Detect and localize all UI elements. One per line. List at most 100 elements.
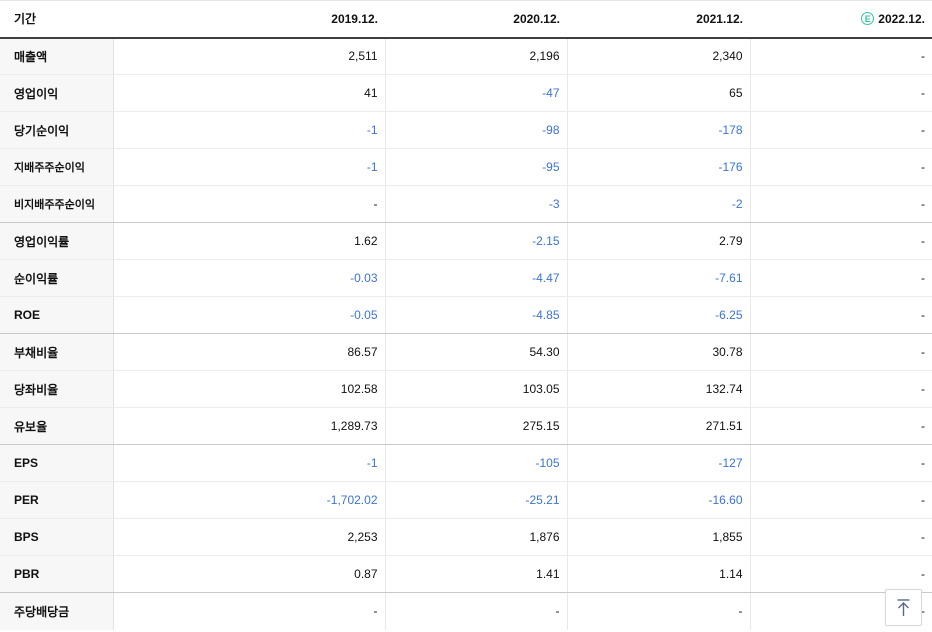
cell-pbr-2019: 0.87: [113, 555, 386, 593]
col-header-2022-label: 2022.12.: [878, 11, 925, 26]
cell-debt-ratio-2021: 30.78: [567, 333, 751, 371]
cell-net-margin-2021: -7.61: [567, 259, 751, 297]
cell-bps-2020: 1,876: [385, 518, 568, 556]
period-header: 기간: [0, 0, 113, 39]
table-row: 당기순이익 -1 -98 -178 -: [0, 111, 932, 149]
cell-net-margin-2020: -4.47: [385, 259, 568, 297]
cell-roe-2019: -0.05: [113, 296, 386, 334]
table-row: 순이익률 -0.03 -4.47 -7.61 -: [0, 259, 932, 297]
cell-operating-margin-2022: -: [750, 222, 932, 260]
row-label-revenue: 매출액: [0, 37, 114, 75]
cell-non-controlling-net-income-2021: -2: [567, 185, 751, 223]
cell-net-margin-2022: -: [750, 259, 932, 297]
cell-revenue-2019: 2,511: [113, 37, 386, 75]
estimate-icon: E: [861, 11, 875, 25]
cell-net-income-2022: -: [750, 111, 932, 149]
col-header-2022-estimate: E 2022.12.: [750, 0, 932, 39]
cell-eps-2021: -127: [567, 444, 751, 482]
cell-debt-ratio-2019: 86.57: [113, 333, 386, 371]
cell-eps-2020: -105: [385, 444, 568, 482]
cell-per-2020: -25.21: [385, 481, 568, 519]
table-row: 비지배주주순이익 - -3 -2 -: [0, 185, 932, 223]
table-row: 부채비율 86.57 54.30 30.78 -: [0, 333, 932, 371]
row-label-net-margin: 순이익률: [0, 259, 114, 297]
cell-pbr-2022: -: [750, 555, 932, 593]
cell-eps-2019: -1: [113, 444, 386, 482]
row-label-net-income: 당기순이익: [0, 111, 114, 149]
table-row: 주당배당금 - - - -: [0, 592, 932, 630]
cell-net-income-2020: -98: [385, 111, 568, 149]
cell-per-2021: -16.60: [567, 481, 751, 519]
cell-quick-ratio-2020: 103.05: [385, 370, 568, 408]
cell-revenue-2021: 2,340: [567, 37, 751, 75]
cell-dividend-per-share-2019: -: [113, 592, 386, 630]
cell-operating-profit-2019: 41: [113, 74, 386, 112]
cell-quick-ratio-2022: -: [750, 370, 932, 408]
row-label-dividend-per-share: 주당배당금: [0, 592, 114, 630]
cell-controlling-net-income-2020: -95: [385, 148, 568, 186]
table-row: 영업이익 41 -47 65 -: [0, 74, 932, 112]
cell-bps-2022: -: [750, 518, 932, 556]
row-label-controlling-net-income: 지배주주순이익: [0, 148, 114, 186]
cell-operating-profit-2022: -: [750, 74, 932, 112]
table-row: PBR 0.87 1.41 1.14 -: [0, 555, 932, 593]
cell-per-2022: -: [750, 481, 932, 519]
cell-controlling-net-income-2019: -1: [113, 148, 386, 186]
cell-net-income-2021: -178: [567, 111, 751, 149]
cell-net-margin-2019: -0.03: [113, 259, 386, 297]
table-row: 당좌비율 102.58 103.05 132.74 -: [0, 370, 932, 408]
cell-controlling-net-income-2021: -176: [567, 148, 751, 186]
table-row: BPS 2,253 1,876 1,855 -: [0, 518, 932, 556]
cell-bps-2019: 2,253: [113, 518, 386, 556]
cell-operating-margin-2019: 1.62: [113, 222, 386, 260]
row-label-per: PER: [0, 481, 114, 519]
table-row: EPS -1 -105 -127 -: [0, 444, 932, 482]
cell-non-controlling-net-income-2022: -: [750, 185, 932, 223]
col-header-2019: 2019.12.: [113, 0, 385, 39]
cell-non-controlling-net-income-2019: -: [113, 185, 386, 223]
scroll-to-top-button[interactable]: [885, 589, 922, 626]
table-row: 지배주주순이익 -1 -95 -176 -: [0, 148, 932, 186]
row-label-eps: EPS: [0, 444, 114, 482]
table-row: ROE -0.05 -4.85 -6.25 -: [0, 296, 932, 334]
cell-non-controlling-net-income-2020: -3: [385, 185, 568, 223]
cell-debt-ratio-2022: -: [750, 333, 932, 371]
table-row: 유보율 1,289.73 275.15 271.51 -: [0, 407, 932, 445]
cell-reserve-ratio-2022: -: [750, 407, 932, 445]
col-header-2021: 2021.12.: [567, 0, 750, 39]
cell-operating-margin-2020: -2.15: [385, 222, 568, 260]
cell-per-2019: -1,702.02: [113, 481, 386, 519]
cell-pbr-2020: 1.41: [385, 555, 568, 593]
row-label-bps: BPS: [0, 518, 114, 556]
row-label-operating-profit: 영업이익: [0, 74, 114, 112]
table-row: 영업이익률 1.62 -2.15 2.79 -: [0, 222, 932, 260]
cell-bps-2021: 1,855: [567, 518, 751, 556]
cell-reserve-ratio-2021: 271.51: [567, 407, 751, 445]
table-header-row: 기간 2019.12. 2020.12. 2021.12. E 2022.12.: [0, 0, 932, 39]
cell-operating-profit-2021: 65: [567, 74, 751, 112]
arrow-up-to-top-icon: [895, 598, 912, 617]
cell-pbr-2021: 1.14: [567, 555, 751, 593]
cell-quick-ratio-2019: 102.58: [113, 370, 386, 408]
row-label-quick-ratio: 당좌비율: [0, 370, 114, 408]
cell-roe-2020: -4.85: [385, 296, 568, 334]
cell-reserve-ratio-2019: 1,289.73: [113, 407, 386, 445]
cell-dividend-per-share-2020: -: [385, 592, 568, 630]
table-row: PER -1,702.02 -25.21 -16.60 -: [0, 481, 932, 519]
cell-roe-2022: -: [750, 296, 932, 334]
cell-eps-2022: -: [750, 444, 932, 482]
cell-operating-profit-2020: -47: [385, 74, 568, 112]
cell-net-income-2019: -1: [113, 111, 386, 149]
cell-dividend-per-share-2021: -: [567, 592, 751, 630]
cell-debt-ratio-2020: 54.30: [385, 333, 568, 371]
col-header-2020: 2020.12.: [385, 0, 567, 39]
cell-roe-2021: -6.25: [567, 296, 751, 334]
row-label-non-controlling-net-income: 비지배주주순이익: [0, 185, 114, 223]
cell-controlling-net-income-2022: -: [750, 148, 932, 186]
cell-operating-margin-2021: 2.79: [567, 222, 751, 260]
row-label-debt-ratio: 부채비율: [0, 333, 114, 371]
row-label-reserve-ratio: 유보율: [0, 407, 114, 445]
row-label-operating-margin: 영업이익률: [0, 222, 114, 260]
cell-quick-ratio-2021: 132.74: [567, 370, 751, 408]
